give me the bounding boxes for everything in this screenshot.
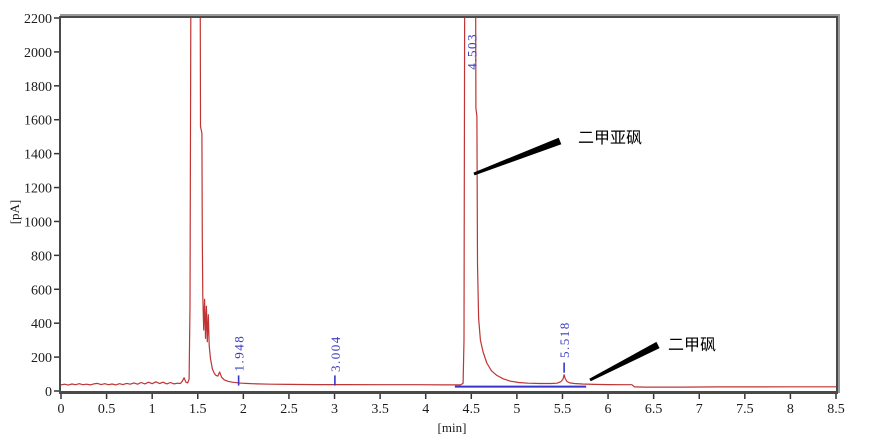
retention-time-label: 4.503 <box>465 33 480 70</box>
sulfone-annotation-arrow-icon <box>589 341 660 382</box>
y-tick-label: 0 <box>45 385 52 400</box>
y-tick-label: 1000 <box>24 215 52 230</box>
trace-group <box>61 18 836 388</box>
y-tick-label: 2000 <box>24 46 52 61</box>
y-tick-label: 2200 <box>24 12 52 27</box>
axes-group: 0 0.5 1 1.5 2 2.5 3 3.5 4 4.5 5 5.5 6 6.5 7 7.5 8 8.5 0 200… <box>24 12 845 417</box>
dmso-annotation-arrow-icon <box>473 137 562 176</box>
x-tick-label: 2 <box>240 402 247 417</box>
y-axis-unit-label: [pA] <box>7 200 22 225</box>
peak-labels-group: 1.948 3.004 4.503 5.518 <box>232 33 572 386</box>
x-tick-label: 1.5 <box>189 402 207 417</box>
y-tick-label: 600 <box>31 283 52 298</box>
x-tick-label: 3.5 <box>371 402 389 417</box>
x-tick-label: 5.5 <box>554 402 572 417</box>
x-tick-label: 0 <box>58 402 65 417</box>
x-tick-label: 7 <box>696 402 703 417</box>
y-tick-label: 1200 <box>24 182 52 197</box>
y-tick-label: 1800 <box>24 80 52 95</box>
x-axis-unit-label: [min] <box>438 420 467 435</box>
x-tick-label: 1 <box>149 402 156 417</box>
x-tick-label: 0.5 <box>98 402 116 417</box>
x-tick-label: 4 <box>422 402 429 417</box>
retention-time-label: 1.948 <box>232 335 247 372</box>
x-tick-label: 6.5 <box>645 402 663 417</box>
y-tick-label: 800 <box>31 249 52 264</box>
x-tick-label: 8 <box>787 402 794 417</box>
x-tick-label: 5 <box>513 402 520 417</box>
x-tick-label: 8.5 <box>827 402 845 417</box>
x-tick-label: 6 <box>605 402 612 417</box>
x-tick-label: 2.5 <box>280 402 298 417</box>
y-tick-label: 200 <box>31 351 52 366</box>
retention-time-label: 5.518 <box>557 321 572 358</box>
y-tick-label: 1400 <box>24 148 52 163</box>
chromatogram-trace <box>61 18 836 388</box>
x-tick-label: 7.5 <box>736 402 754 417</box>
annotation-sulfone: 二甲砜 <box>668 335 716 354</box>
retention-time-label: 3.004 <box>328 335 343 372</box>
y-tick-label: 400 <box>31 317 52 332</box>
annotation-dmso: 二甲亚砜 <box>578 128 642 147</box>
plot-frame <box>59 16 838 393</box>
x-tick-label: 4.5 <box>463 402 481 417</box>
x-tick-label: 3 <box>331 402 338 417</box>
y-tick-label: 1600 <box>24 114 52 129</box>
